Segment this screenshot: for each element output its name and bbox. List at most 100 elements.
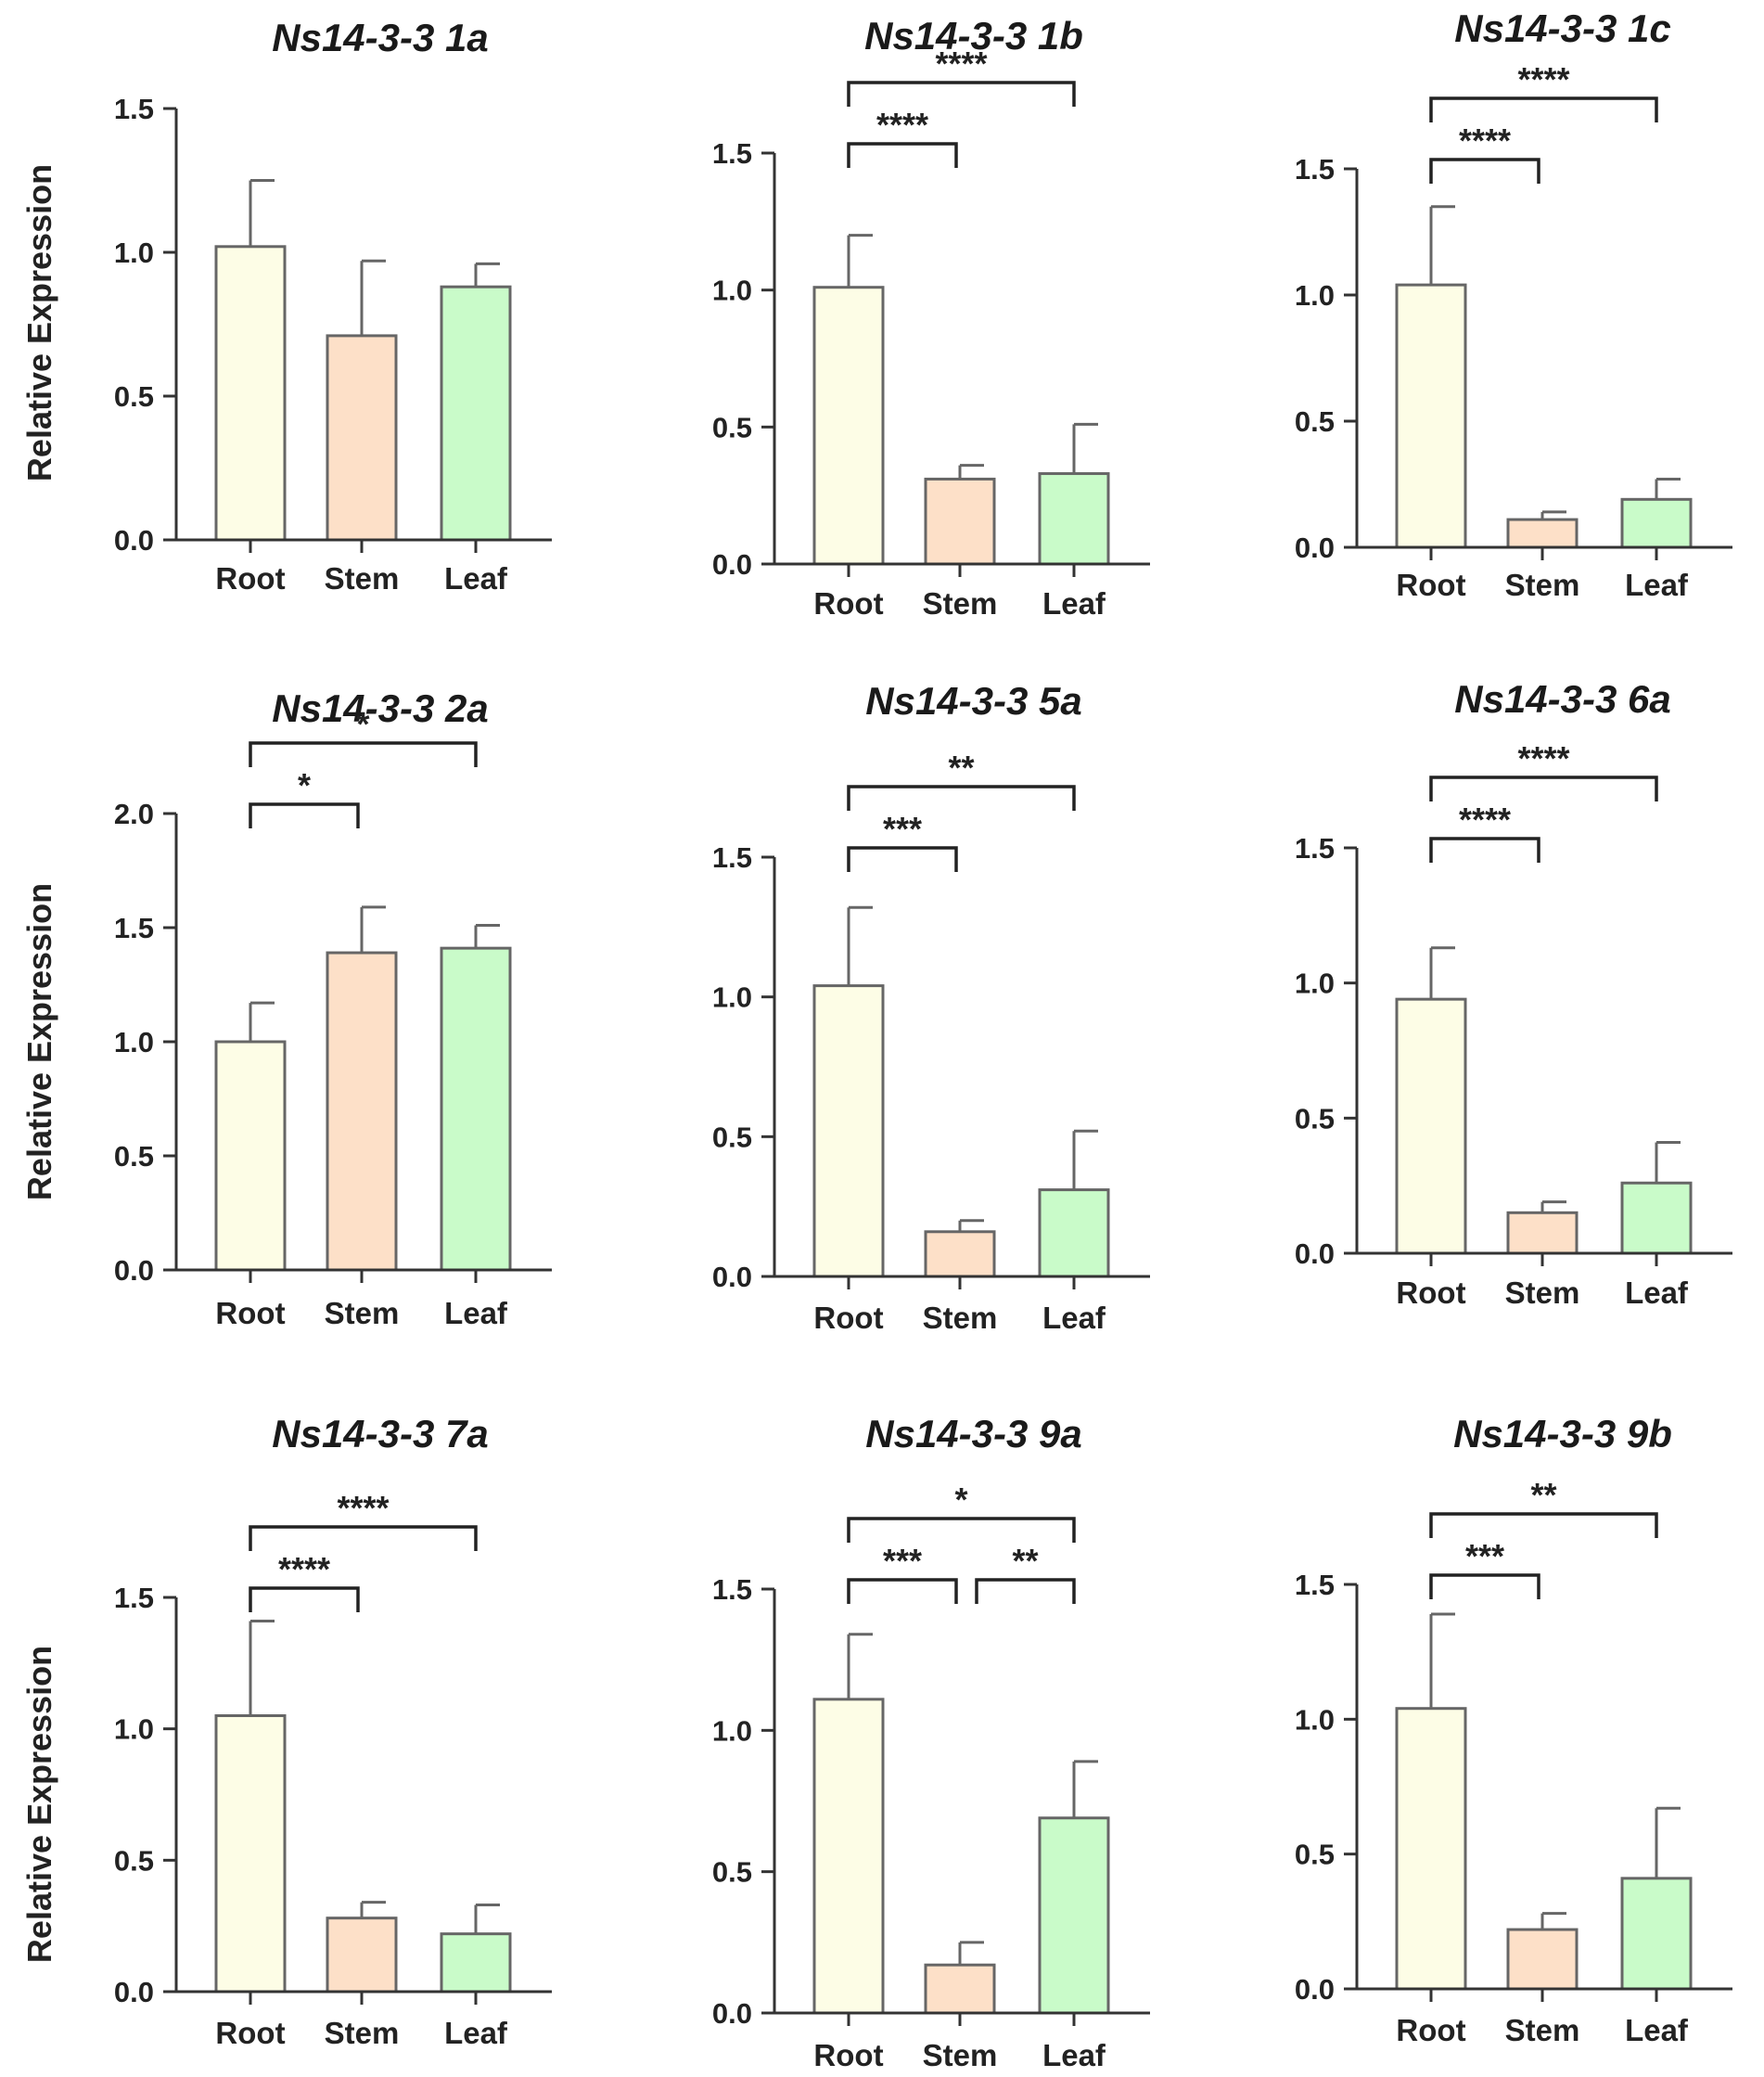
x-tick-label: Root	[1396, 568, 1465, 602]
error-bar-root	[847, 1633, 873, 1699]
y-tick-label: 1.5	[1295, 1569, 1335, 1601]
significance-label: ****	[1517, 739, 1569, 777]
y-tick-label: 1.0	[712, 981, 752, 1014]
bar-stem	[326, 1917, 398, 1994]
significance-bracket	[847, 1517, 1076, 1543]
panel-4: Ns14-3-3 2a Relative Expression 0.0 0.5 1.0 1…	[20, 686, 552, 1330]
y-tick-label: 1.5	[1295, 832, 1335, 865]
significance-label: ****	[337, 1489, 389, 1527]
y-tick-label: 1.0	[712, 275, 752, 307]
x-tick-label: Root	[215, 2016, 285, 2050]
significance-bracket	[1429, 776, 1658, 801]
error-bar-stem	[1540, 1200, 1566, 1213]
bar-root	[812, 1698, 885, 2015]
significance-bracket	[847, 785, 1076, 811]
y-tick-label: 0.5	[1295, 1839, 1335, 1871]
bar-root	[214, 245, 287, 542]
y-tick-label: 1.5	[712, 1573, 752, 1606]
bar-root	[1395, 997, 1467, 1255]
x-tick-label: Leaf	[1625, 1276, 1689, 1310]
y-tick-label: 1.0	[712, 1714, 752, 1747]
error-bar-stem	[360, 1901, 386, 1918]
significance-label: ****	[1459, 801, 1511, 839]
significance-bracket	[249, 1586, 360, 1612]
panel-title: Ns14-3-3 7a	[272, 1412, 488, 1455]
error-bar-stem	[360, 905, 386, 954]
significance-bracket	[847, 81, 1076, 107]
y-tick-label: 0.5	[712, 411, 752, 443]
significance-label: ***	[883, 810, 922, 848]
error-bar-leaf	[1072, 1760, 1098, 1818]
panel-1: Ns14-3-3 1a Relative Expression 0.0 0.5 1.0 1…	[20, 16, 552, 596]
error-bar-stem	[958, 1219, 984, 1232]
y-tick-label: 2.0	[114, 798, 154, 830]
significance-label: **	[1530, 1476, 1556, 1514]
bar-stem	[1506, 1928, 1579, 1991]
bar-leaf	[440, 285, 512, 542]
panel-6: Ns14-3-3 6a 0.0 0.5 1.0 1.5 Root Stem Leaf *****…	[1295, 677, 1732, 1310]
x-tick-label: Root	[215, 1296, 285, 1330]
bar-leaf	[440, 946, 512, 1272]
panel-title: Ns14-3-3 9a	[865, 1412, 1081, 1455]
significance-bracket	[1429, 1573, 1540, 1599]
significance-label: ****	[935, 45, 987, 83]
significance-label: *	[954, 1481, 967, 1519]
y-tick-label: 0.5	[114, 380, 154, 413]
error-bar-leaf	[1655, 1141, 1681, 1184]
error-bar-leaf	[474, 262, 500, 288]
y-tick-label: 1.0	[1295, 1703, 1335, 1736]
panel-7: Ns14-3-3 7a Relative Expression 0.0 0.5 1.0 1…	[20, 1412, 552, 2050]
significance-bracket	[1429, 158, 1540, 184]
bar-root	[812, 984, 885, 1278]
significance-label: **	[1012, 1542, 1038, 1580]
significance-bracket	[249, 741, 478, 767]
bar-root	[214, 1714, 287, 1994]
bar-leaf	[1038, 472, 1110, 566]
x-tick-label: Stem	[923, 2038, 998, 2072]
error-bar-leaf	[1655, 1806, 1681, 1878]
x-tick-label: Root	[1396, 1276, 1465, 1310]
bar-stem	[924, 1963, 996, 2015]
x-tick-label: Root	[813, 586, 883, 621]
bar-leaf	[1038, 1816, 1110, 2015]
x-tick-label: Stem	[1505, 568, 1580, 602]
significance-bracket	[847, 142, 958, 168]
y-tick-label: 1.5	[712, 137, 752, 170]
panel-2: Ns14-3-3 1b 0.0 0.5 1.0 1.5 Root Stem Leaf *****…	[712, 14, 1150, 621]
x-tick-label: Root	[1396, 2013, 1465, 2047]
significance-label: *	[298, 766, 311, 804]
error-bar-root	[1429, 205, 1455, 286]
significance-label: ****	[876, 106, 928, 144]
significance-bracket	[249, 1525, 478, 1551]
significance-bracket	[975, 1578, 1076, 1604]
significance-label: ****	[278, 1550, 330, 1588]
x-tick-label: Stem	[923, 586, 998, 621]
panel-title: Ns14-3-3 5a	[865, 679, 1081, 723]
y-tick-label: 1.0	[1295, 279, 1335, 312]
significance-label: ***	[883, 1542, 922, 1580]
error-bar-leaf	[1655, 478, 1681, 500]
y-axis-label: Relative Expression	[20, 883, 58, 1200]
error-bar-root	[847, 234, 873, 288]
bar-stem	[1506, 1211, 1579, 1255]
y-tick-label: 0.0	[1295, 1237, 1335, 1270]
significance-label: ****	[1459, 122, 1511, 160]
x-tick-label: Root	[813, 2038, 883, 2072]
y-tick-label: 1.5	[114, 1582, 154, 1614]
x-tick-label: Leaf	[444, 561, 508, 596]
y-tick-label: 0.5	[1295, 405, 1335, 438]
y-tick-label: 0.0	[712, 548, 752, 581]
bar-stem	[924, 1230, 996, 1278]
error-bar-leaf	[1072, 422, 1098, 474]
significance-bracket	[249, 802, 360, 828]
error-bar-stem	[1540, 510, 1566, 520]
error-bar-stem	[958, 464, 984, 480]
x-tick-label: Leaf	[1625, 568, 1689, 602]
x-tick-label: Stem	[325, 2016, 400, 2050]
bar-leaf	[1038, 1188, 1110, 1278]
panel-title: Ns14-3-3 9b	[1453, 1412, 1672, 1455]
y-tick-label: 0.0	[1295, 532, 1335, 564]
x-tick-label: Leaf	[444, 1296, 508, 1330]
